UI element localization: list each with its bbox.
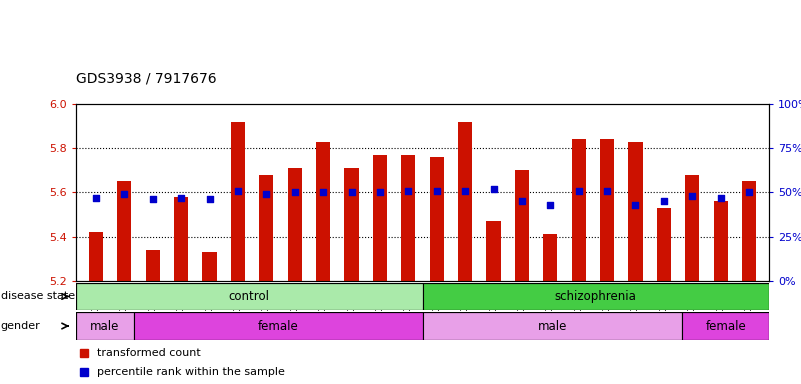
Bar (76, 283, 422, 310)
Bar (260, 175, 273, 281)
Bar (515, 170, 529, 281)
Text: female: female (706, 319, 746, 333)
Text: schizophrenia: schizophrenia (555, 290, 637, 303)
Text: GSM630806: GSM630806 (602, 281, 612, 336)
Bar (117, 181, 131, 281)
Bar (429, 157, 444, 281)
Bar (458, 122, 473, 281)
Point (686, 193, 698, 199)
Text: GSM630789: GSM630789 (205, 281, 214, 336)
Text: disease state: disease state (1, 291, 75, 301)
Text: male: male (91, 319, 119, 333)
Bar (134, 312, 422, 340)
Text: percentile rank within the sample: percentile rank within the sample (97, 367, 285, 377)
Text: GSM630802: GSM630802 (745, 281, 754, 336)
Bar (174, 197, 188, 281)
Bar (344, 168, 359, 281)
Text: GSM630805: GSM630805 (574, 281, 583, 336)
Point (288, 189, 301, 195)
Point (430, 187, 443, 194)
Point (658, 198, 670, 204)
Text: GSM630798: GSM630798 (461, 281, 469, 336)
Point (601, 187, 614, 194)
Point (345, 189, 358, 195)
Bar (401, 155, 416, 281)
Bar (316, 142, 330, 281)
Point (402, 187, 415, 194)
Text: GSM630786: GSM630786 (120, 281, 129, 336)
Text: control: control (229, 290, 270, 303)
Bar (657, 208, 671, 281)
Text: GSM630799: GSM630799 (489, 281, 498, 336)
Text: GSM630794: GSM630794 (347, 281, 356, 336)
Point (544, 202, 557, 208)
Bar (422, 312, 682, 340)
Text: GSM630797: GSM630797 (433, 281, 441, 336)
Bar (372, 155, 387, 281)
Text: transformed count: transformed count (97, 348, 200, 358)
Point (316, 189, 329, 195)
Bar (89, 232, 103, 281)
Text: gender: gender (1, 321, 41, 331)
Text: GSM630804: GSM630804 (545, 281, 555, 336)
Point (572, 187, 585, 194)
Text: GSM630803: GSM630803 (517, 281, 526, 336)
Bar (742, 181, 756, 281)
Bar (572, 139, 586, 281)
Point (459, 187, 472, 194)
Bar (600, 139, 614, 281)
Text: female: female (258, 319, 299, 333)
Text: GSM630791: GSM630791 (262, 281, 271, 336)
Bar (629, 142, 642, 281)
Bar (146, 250, 160, 281)
Bar (486, 221, 501, 281)
Point (90, 195, 103, 201)
Point (629, 202, 642, 208)
Text: GSM630796: GSM630796 (404, 281, 413, 336)
Text: GSM630787: GSM630787 (148, 281, 157, 336)
Point (175, 195, 187, 201)
Point (231, 187, 244, 194)
Point (118, 191, 131, 197)
Point (516, 198, 529, 204)
Text: GSM630807: GSM630807 (631, 281, 640, 336)
Bar (685, 175, 699, 281)
Text: GSM630788: GSM630788 (177, 281, 186, 336)
Bar (231, 122, 245, 281)
Text: GSM630793: GSM630793 (319, 281, 328, 336)
Text: male: male (537, 319, 567, 333)
Point (743, 189, 755, 195)
Point (487, 186, 500, 192)
Bar (682, 312, 769, 340)
Text: GSM630800: GSM630800 (688, 281, 697, 336)
Text: GDS3938 / 7917676: GDS3938 / 7917676 (76, 71, 217, 85)
Bar (543, 234, 557, 281)
Text: GSM630790: GSM630790 (233, 281, 243, 336)
Bar (288, 168, 302, 281)
Point (714, 195, 727, 201)
Text: GSM630792: GSM630792 (290, 281, 300, 336)
Text: GSM630801: GSM630801 (716, 281, 725, 336)
Point (203, 196, 216, 202)
Bar (203, 252, 216, 281)
Point (260, 191, 273, 197)
Bar (422, 283, 769, 310)
Bar (714, 201, 728, 281)
Text: GSM630795: GSM630795 (376, 281, 384, 336)
Bar (76, 312, 134, 340)
Point (373, 189, 386, 195)
Text: GSM630785: GSM630785 (91, 281, 100, 336)
Point (147, 196, 159, 202)
Text: GSM630808: GSM630808 (659, 281, 668, 336)
